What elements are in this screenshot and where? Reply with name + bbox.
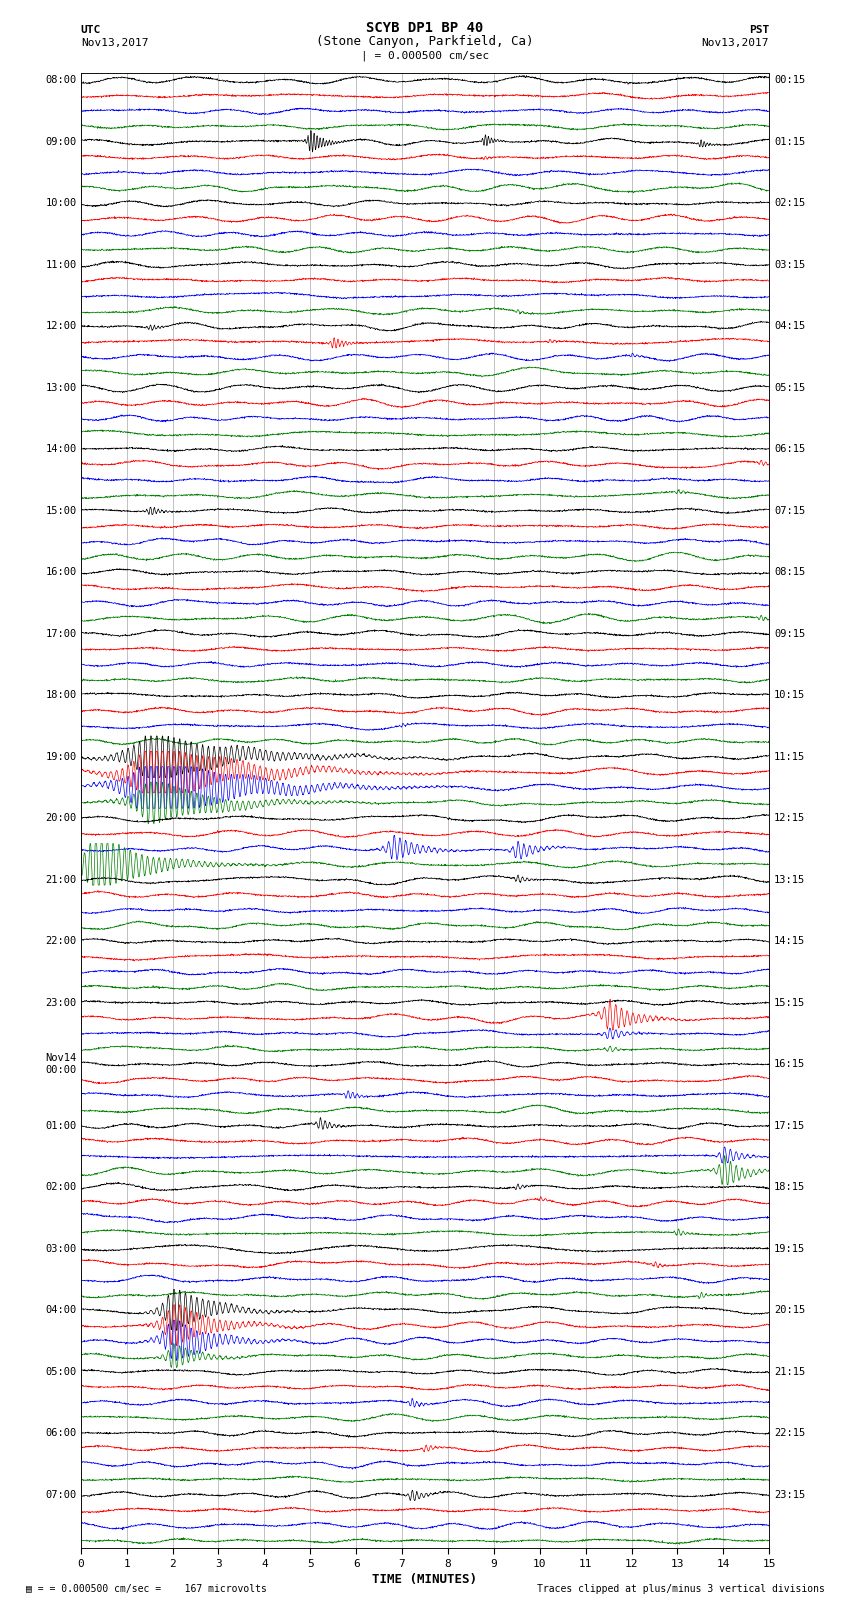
Text: | = 0.000500 cm/sec: | = 0.000500 cm/sec — [361, 50, 489, 61]
Text: Traces clipped at plus/minus 3 vertical divisions: Traces clipped at plus/minus 3 vertical … — [536, 1584, 824, 1594]
Text: Nov13,2017: Nov13,2017 — [81, 39, 148, 48]
Text: UTC: UTC — [81, 24, 101, 35]
Text: (Stone Canyon, Parkfield, Ca): (Stone Canyon, Parkfield, Ca) — [316, 35, 534, 48]
X-axis label: TIME (MINUTES): TIME (MINUTES) — [372, 1573, 478, 1586]
Text: Nov13,2017: Nov13,2017 — [702, 39, 769, 48]
Text: ▤ = = 0.000500 cm/sec =    167 microvolts: ▤ = = 0.000500 cm/sec = 167 microvolts — [26, 1584, 266, 1594]
Text: SCYB DP1 BP 40: SCYB DP1 BP 40 — [366, 21, 484, 35]
Text: PST: PST — [749, 24, 769, 35]
